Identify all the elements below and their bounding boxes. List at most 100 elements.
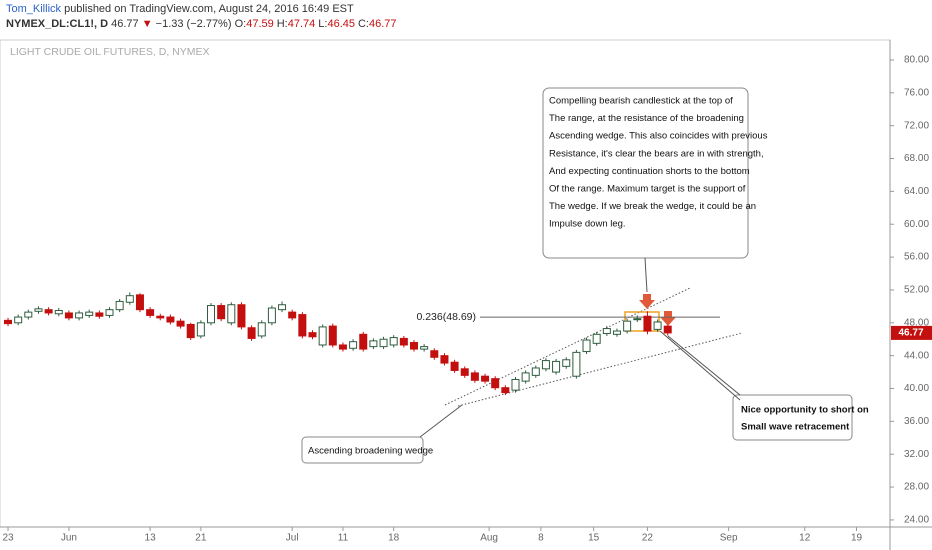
candle-body — [562, 359, 571, 367]
candle-body — [379, 338, 388, 348]
x-tick-label: 23 — [2, 533, 14, 544]
candle-body — [409, 342, 418, 350]
candle-body — [34, 308, 43, 312]
candle-body — [95, 312, 104, 317]
arrow-down — [660, 311, 676, 326]
quote-line: NYMEX_DL:CL1!, D 46.77 ▼ −1.33 (−2.77%) … — [6, 17, 400, 32]
annotation-text: Small wave retracement — [741, 422, 850, 433]
candle-body — [592, 333, 601, 344]
y-tick-label: 48.00 — [904, 317, 929, 328]
candle-body — [470, 372, 479, 381]
candle-body — [359, 333, 368, 350]
candle-body — [633, 318, 642, 321]
candle-body — [75, 312, 84, 319]
callout-pointer — [667, 335, 741, 396]
candle-body — [369, 340, 378, 348]
candle-body — [460, 368, 469, 376]
candle-body — [643, 315, 652, 332]
candle-body — [420, 346, 429, 350]
ohlc-value: 46.45 — [327, 18, 355, 30]
x-tick-label: Aug — [480, 533, 498, 544]
ohlc-label: O: — [234, 18, 247, 30]
candle-body — [14, 316, 23, 324]
author[interactable]: Tom_Killick — [6, 3, 62, 15]
x-tick-label: 13 — [145, 533, 157, 544]
candle-body — [399, 337, 408, 346]
watermark: LIGHT CRUDE OIL FUTURES, D, NYMEX — [10, 46, 210, 58]
ohlc-value: 46.77 — [368, 18, 397, 30]
callout-pointer — [419, 404, 463, 438]
y-tick-label: 68.00 — [904, 153, 929, 164]
annotation-text: Nice opportunity to short on — [741, 405, 869, 416]
y-tick-label: 24.00 — [904, 515, 929, 526]
x-tick-label: Jul — [286, 533, 299, 544]
annotation-text: Resistance, it's clear the bears are in … — [549, 148, 764, 159]
last-price-label: 46.77 — [898, 328, 923, 339]
x-tick-label: 11 — [338, 533, 349, 544]
annotation-text: Of the range. Maximum target is the supp… — [549, 184, 746, 195]
candle-body — [663, 325, 672, 334]
callout-box — [732, 394, 853, 441]
candle-body — [85, 311, 94, 316]
candle-body — [105, 309, 114, 316]
candle-body — [328, 325, 337, 346]
wedge-upper — [444, 287, 691, 406]
y-tick-label: 36.00 — [904, 416, 929, 427]
plot-frame — [0, 39, 891, 528]
x-tick-label: 12 — [799, 533, 811, 544]
candle-body — [54, 309, 63, 315]
candle-body — [450, 361, 459, 371]
candle-body — [176, 320, 185, 327]
annotation-text: The range, at the resistance of the broa… — [549, 113, 744, 124]
candle-body — [247, 327, 256, 339]
candle-body — [125, 295, 134, 303]
candle-body — [115, 300, 124, 311]
candle-body — [267, 307, 276, 324]
candle-body — [207, 305, 216, 324]
candle-body — [318, 326, 327, 346]
candle-body — [491, 378, 500, 389]
annotation-text: Ascending broadening wedge — [308, 446, 433, 457]
annotation-text: And expecting continuation shorts to the… — [549, 166, 750, 177]
candle-body — [257, 322, 266, 337]
candle-body — [196, 322, 205, 337]
y-tick-label: 80.00 — [904, 55, 929, 66]
candle-body — [349, 341, 358, 349]
candle-body — [135, 294, 144, 311]
x-tick-label: 22 — [642, 533, 654, 544]
candle-body — [481, 375, 490, 382]
candle-body — [623, 320, 632, 332]
candle-body — [227, 304, 236, 324]
arrow: ▼ — [141, 18, 153, 30]
candle-body — [653, 321, 662, 330]
ohlc-label: H: — [276, 18, 288, 30]
y-tick-label: 64.00 — [904, 186, 929, 197]
candle-body — [278, 304, 287, 311]
candle-body — [308, 332, 317, 338]
x-tick-label: 21 — [195, 533, 207, 544]
last-price-box — [891, 325, 932, 340]
annotation-text: The wedge. If we break the wedge, it cou… — [549, 201, 756, 212]
candle-body — [572, 351, 581, 377]
candle-body — [582, 339, 591, 353]
ohlc-value: 47.59 — [246, 18, 274, 30]
ohlc-value: 47.74 — [287, 18, 316, 30]
candle-body — [186, 323, 195, 339]
candle-body — [501, 387, 510, 394]
y-tick-label: 44.00 — [904, 350, 929, 361]
candle-body — [389, 337, 398, 346]
x-tick-label: Sep — [720, 533, 738, 544]
x-tick-label: 18 — [388, 533, 400, 544]
annotation-text: Ascending wedge. This also coincides wit… — [549, 131, 768, 142]
candle-body — [4, 319, 13, 325]
change: −1.33 (−2.77%) — [155, 18, 232, 30]
candle-body — [64, 312, 73, 319]
y-tick-label: 72.00 — [904, 120, 929, 131]
annotation-text: Compelling bearish candlestick at the to… — [549, 96, 733, 107]
candle-body — [541, 360, 550, 370]
candle-body — [430, 350, 439, 358]
candle-body — [217, 305, 226, 320]
y-tick-label: 40.00 — [904, 383, 929, 394]
